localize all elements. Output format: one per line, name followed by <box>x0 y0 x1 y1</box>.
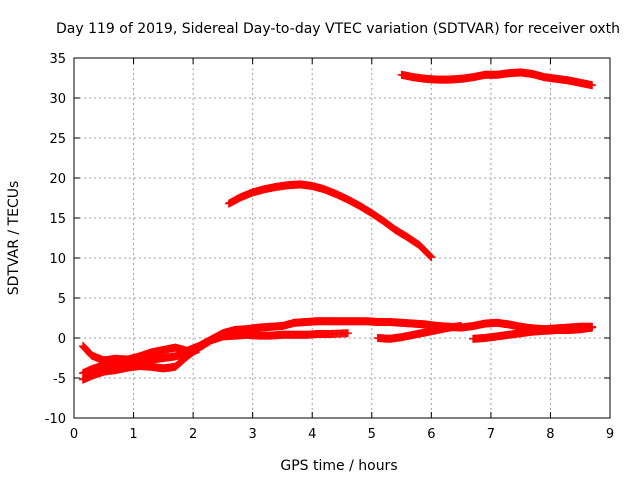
x-tick-label: 7 <box>487 427 495 442</box>
y-tick-label: 30 <box>49 92 66 107</box>
y-tick-label: 5 <box>58 292 66 307</box>
data-point <box>457 322 466 330</box>
y-tick-label: 20 <box>49 172 66 187</box>
series-track-d <box>78 329 352 384</box>
y-axis-label: SDTVAR / TECUs <box>6 181 22 296</box>
chart-title: Day 119 of 2019, Sidereal Day-to-day VTE… <box>56 21 620 37</box>
y-tick-label: -10 <box>45 412 66 427</box>
y-tick-label: -5 <box>53 372 66 387</box>
x-tick-label: 1 <box>129 427 137 442</box>
grid-lines <box>74 58 610 418</box>
series-track-g <box>469 323 597 343</box>
y-tick-label: 35 <box>49 52 66 67</box>
x-tick-label: 0 <box>70 427 78 442</box>
x-tick-label: 6 <box>427 427 435 442</box>
data-point <box>588 81 597 90</box>
data-point <box>425 251 434 260</box>
x-tick-label: 2 <box>189 427 197 442</box>
data-point <box>343 329 352 338</box>
plot-frame <box>73 57 611 419</box>
data-points <box>78 68 597 384</box>
axis-ticks: 0 1 2 3 4 5 6 7 8 9 -10 -5 0 5 10 15 20 25 30 35 <box>45 52 614 442</box>
data-point <box>588 323 597 332</box>
data-point <box>195 345 204 354</box>
y-tick-label: 15 <box>49 212 66 227</box>
x-tick-label: 3 <box>249 427 257 442</box>
x-tick-label: 8 <box>546 427 554 442</box>
y-tick-label: 10 <box>49 252 66 267</box>
x-tick-label: 5 <box>368 427 376 442</box>
data-point <box>426 252 435 261</box>
x-tick-label: 9 <box>606 427 614 442</box>
data-point <box>427 253 436 262</box>
series-track-a <box>397 68 597 90</box>
y-tick-label: 0 <box>58 332 66 347</box>
x-tick-label: 4 <box>308 427 316 442</box>
series-track-e <box>78 345 204 378</box>
x-axis-label: GPS time / hours <box>280 458 397 474</box>
series-track-b <box>224 180 436 262</box>
y-tick-label: 25 <box>49 132 66 147</box>
series-track-f <box>373 322 466 343</box>
